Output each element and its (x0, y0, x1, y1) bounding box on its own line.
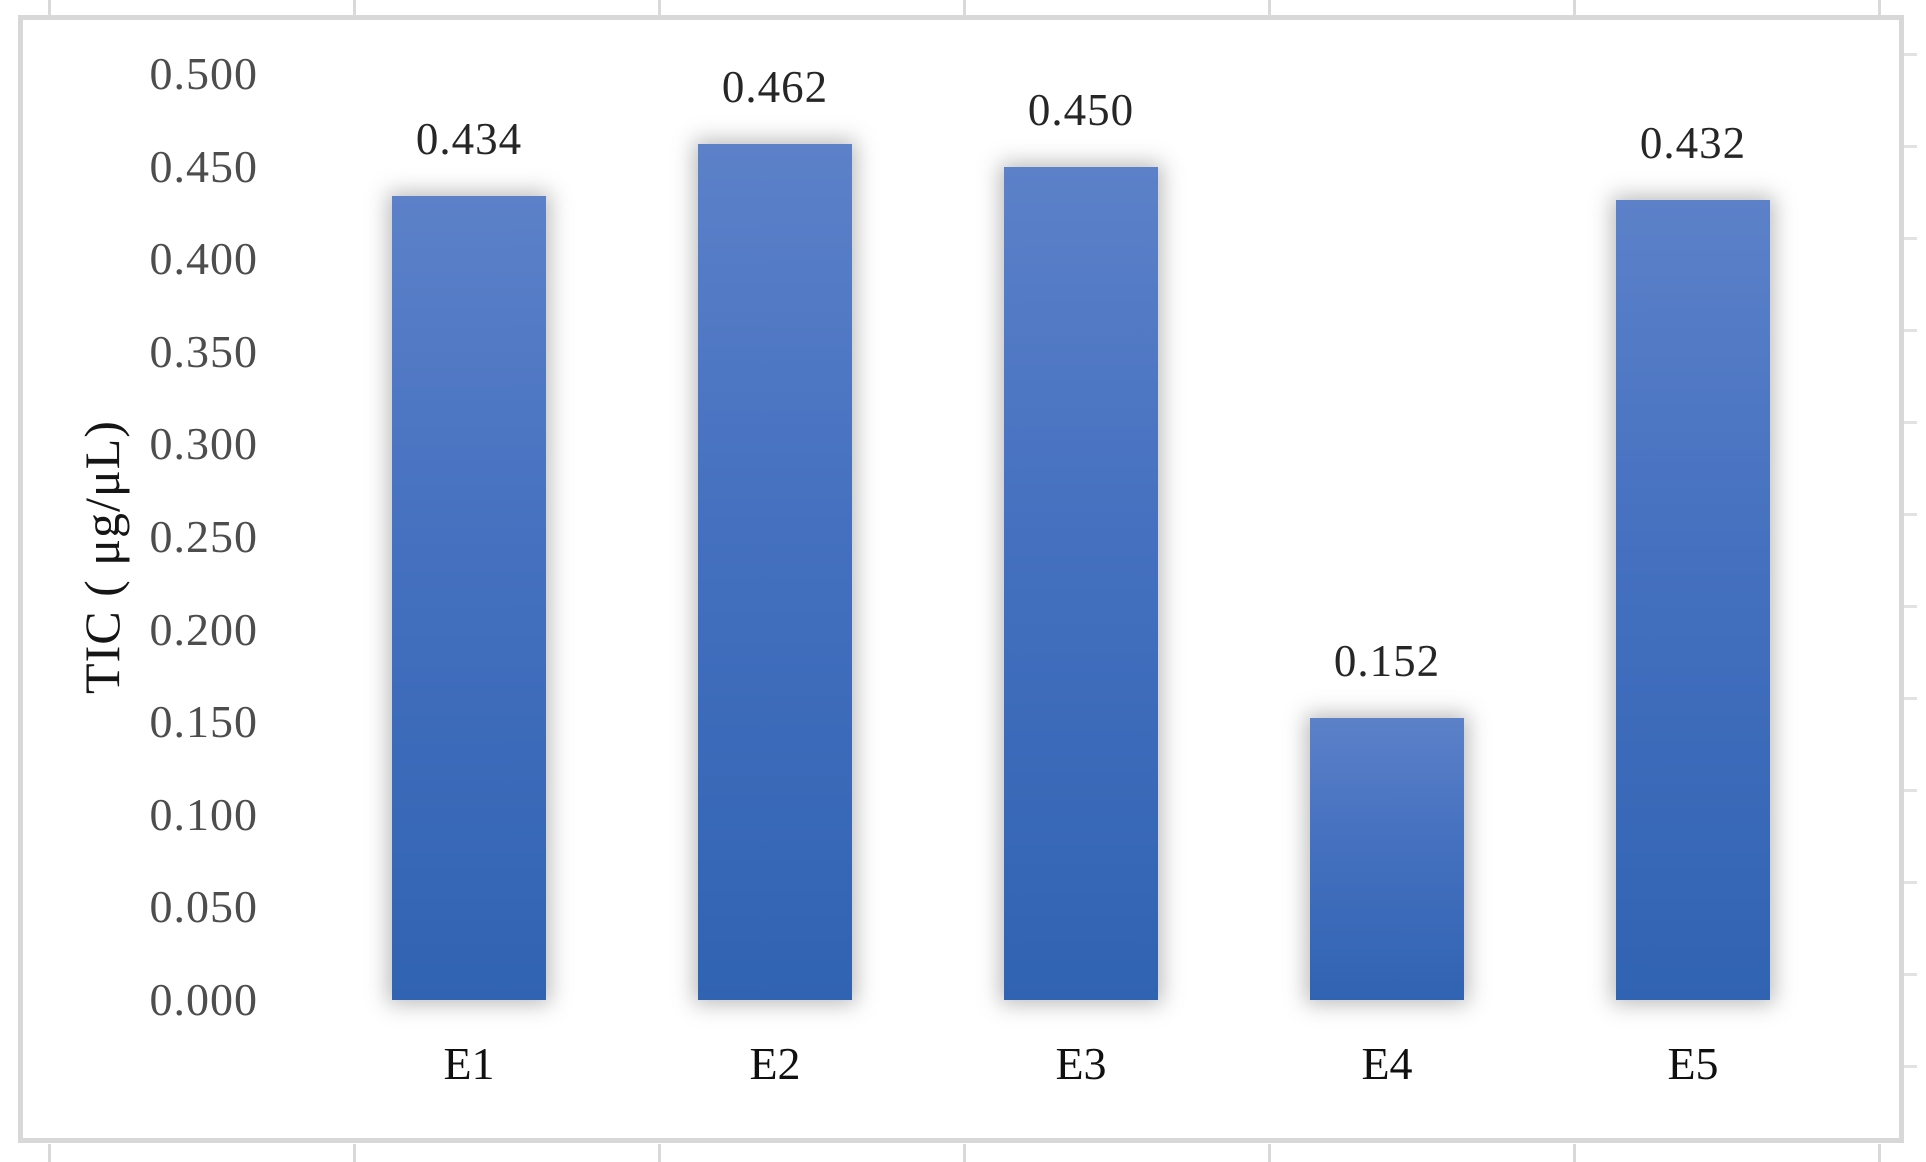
y-axis-tick-label: 0.400 (149, 233, 258, 285)
bar-E3[interactable] (1004, 167, 1158, 1000)
spreadsheet-gridline-tick (1878, 0, 1881, 16)
spreadsheet-gridline-tick (1904, 513, 1917, 516)
y-axis-tick-label: 0.350 (149, 325, 258, 377)
spreadsheet-gridline-tick (1904, 329, 1917, 332)
spreadsheet-gridline-tick (1904, 973, 1917, 976)
spreadsheet-gridline-tick (1878, 1144, 1881, 1162)
y-axis-tick-label: 0.450 (149, 140, 258, 192)
spreadsheet-gridline-tick (658, 0, 661, 16)
y-axis-tick-label: 0.100 (149, 788, 258, 840)
spreadsheet-gridline-tick (1904, 53, 1917, 56)
x-axis-category-label-E1: E1 (443, 1038, 495, 1089)
y-axis-tick-label: 0.000 (149, 974, 258, 1025)
spreadsheet-gridline-tick (1904, 789, 1917, 792)
spreadsheet-gridline-tick (1573, 0, 1576, 16)
bar-value-label-E3: 0.450 (1027, 85, 1135, 135)
spreadsheet-gridline-tick (963, 1144, 966, 1162)
y-axis-tick-label: 0.300 (149, 418, 258, 470)
spreadsheet-gridline-tick (1904, 237, 1917, 240)
spreadsheet-gridline-tick (353, 1144, 356, 1162)
y-axis-tick-label: 0.200 (149, 603, 258, 655)
x-axis-category-label-E5: E5 (1667, 1038, 1719, 1089)
bar-E4[interactable] (1310, 718, 1464, 1000)
spreadsheet-gridline-tick (1904, 605, 1917, 608)
bar-E5[interactable] (1616, 200, 1770, 1000)
bar-value-label-E2: 0.462 (721, 62, 829, 112)
x-axis-category-label-E4: E4 (1361, 1038, 1413, 1089)
y-axis-tick-label: 0.150 (149, 696, 258, 748)
x-axis-category-label-E2: E2 (749, 1038, 801, 1089)
spreadsheet-gridline-tick (1573, 1144, 1576, 1162)
y-axis-tick-label: 0.250 (149, 511, 258, 562)
y-axis-tick-label: 0.050 (149, 881, 258, 933)
spreadsheet-gridline-tick (48, 0, 51, 16)
bar-value-label-E5: 0.432 (1639, 118, 1747, 168)
bar-E2[interactable] (698, 144, 852, 1000)
x-axis-category-label-E3: E3 (1055, 1038, 1107, 1089)
chart-area[interactable]: TIC ( μg/μL) 0.000 0.050 0.100 0.150 0.200 0.… (18, 15, 1904, 1143)
spreadsheet-gridline-tick (48, 1144, 51, 1162)
spreadsheet-gridline-tick (1904, 1065, 1917, 1068)
bar-E1[interactable] (392, 196, 546, 1000)
bar-value-label-E1: 0.434 (415, 114, 523, 164)
spreadsheet-gridline-tick (1268, 1144, 1271, 1162)
spreadsheet-gridline-tick (353, 0, 356, 16)
spreadsheet-gridline-tick (1904, 145, 1917, 148)
spreadsheet-gridline-tick (1904, 881, 1917, 884)
spreadsheet-gridline-tick (1904, 697, 1917, 700)
bar-value-label-E4: 0.152 (1333, 636, 1441, 686)
spreadsheet-gridline-tick (1904, 421, 1917, 424)
y-axis-tick-label: 0.500 (149, 48, 258, 99)
spreadsheet-gridline-tick (963, 0, 966, 16)
spreadsheet-gridline-tick (1268, 0, 1271, 16)
spreadsheet-gridline-tick (658, 1144, 661, 1162)
